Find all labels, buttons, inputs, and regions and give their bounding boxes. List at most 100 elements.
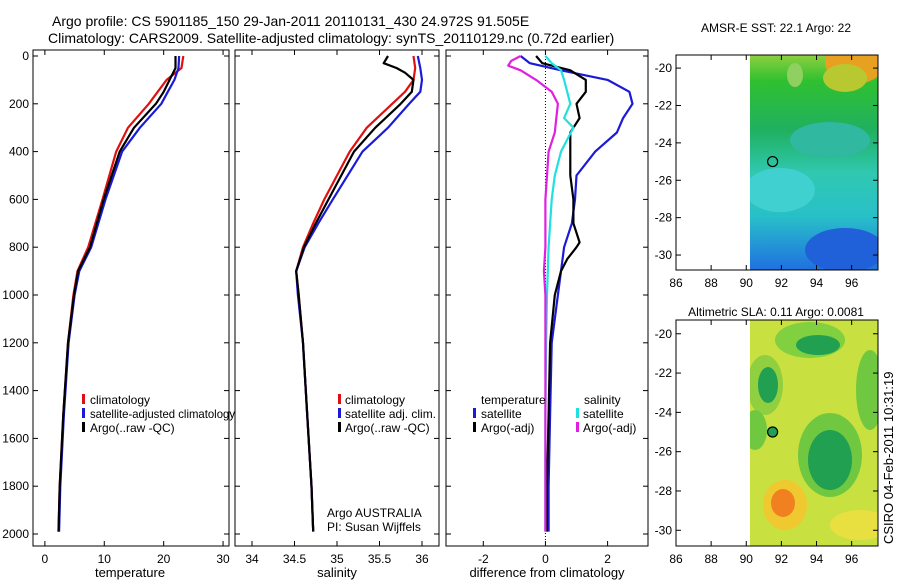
sla-xticks: 86 88 90 92 94 96	[669, 320, 859, 566]
difference-xlabel: difference from climatology	[469, 565, 625, 580]
difference-axes-box	[445, 49, 649, 547]
argo-float-marker	[767, 155, 779, 168]
map-ytick-label: -30	[655, 248, 673, 262]
map-xtick-label: 90	[740, 276, 754, 290]
legend-label-temp-satellite: satellite	[481, 407, 522, 421]
xtick-label: -2	[478, 552, 489, 566]
legend-swatch-argo	[82, 422, 85, 432]
map-ytick-label: -24	[655, 405, 673, 419]
difference-yticks	[446, 55, 648, 535]
xtick-label: 35	[330, 552, 344, 566]
legend-label-climatology: climatology	[345, 393, 405, 407]
legend-swatch-argo	[338, 422, 341, 432]
xtick-label: 36	[415, 552, 429, 566]
series-line-salinity-argo-adj-	[507, 55, 560, 532]
salinity-xlabel: salinity	[317, 565, 357, 580]
xtick-label: 0	[542, 552, 549, 566]
salinity-axes-box	[234, 49, 440, 547]
legend-swatch-climatology	[82, 394, 85, 404]
xtick-label: 20	[157, 552, 171, 566]
map-ytick-label: -20	[655, 61, 673, 75]
sst-yticks: -20 -22 -24 -26 -28 -30	[655, 61, 878, 262]
header-line1: Argo profile: CS 5901185_150 29-Jan-2011…	[52, 13, 529, 29]
salinity-yticks	[235, 55, 439, 535]
annotation-pi: PI: Susan Wijffels	[327, 520, 421, 534]
legend-label-sal-satellite: satellite	[583, 407, 624, 421]
series-line-argo-raw-qc-	[57, 56, 177, 532]
sst-heatmap	[750, 55, 878, 270]
map-ytick-label: -22	[655, 98, 673, 112]
ytick-label: 1200	[2, 336, 29, 350]
difference-panel: -2 0 2 difference from climatology tempera…	[445, 49, 649, 580]
sst-cool-patch	[750, 168, 815, 212]
sst-cold-patch	[805, 228, 878, 270]
xtick-label: 0	[42, 552, 49, 566]
ytick-label: 1800	[2, 479, 29, 493]
legend-swatch-sal-argo	[576, 422, 579, 432]
xtick-label: 34.5	[283, 552, 307, 566]
legend-label-satellite-adjusted: satellite-adjusted climatology	[90, 407, 235, 421]
legend-swatch-climatology	[338, 394, 341, 404]
difference-legend: temperature salinity satellite Argo(-adj…	[473, 393, 636, 435]
legend-swatch-temp-argo	[473, 422, 476, 432]
legend-label-argo: Argo(..raw -QC)	[90, 421, 175, 435]
sla-heatmap	[750, 320, 878, 546]
legend-label-argo: Argo(..raw -QC)	[345, 421, 430, 435]
ytick-label: 200	[9, 97, 29, 111]
ytick-label: 2000	[2, 527, 29, 541]
xtick-label: 30	[216, 552, 230, 566]
map-ytick-label: -28	[655, 484, 673, 498]
map-ytick-label: -22	[655, 366, 673, 380]
map-xtick-label: 96	[845, 276, 859, 290]
map-xtick-label: 96	[845, 552, 859, 566]
ytick-label: 1600	[2, 431, 29, 445]
sla-low-patch	[856, 350, 878, 430]
credit-stamp: CSIRO 04-Feb-2011 10:31:19	[881, 372, 896, 544]
map-xtick-label: 86	[669, 552, 683, 566]
map-xtick-label: 94	[810, 552, 824, 566]
sla-low-patch	[808, 430, 852, 490]
sst-map-panel: AMSR-E SST: 22.1 Argo: 22 86 88 90 92 94 96 -…	[655, 21, 879, 290]
temperature-yticks: 0 200 400 600 800 1000 1200 1400 1600 1800 2000	[2, 49, 229, 541]
map-ytick-label: -30	[655, 523, 673, 537]
difference-series	[507, 55, 634, 532]
series-line-climatology	[57, 55, 185, 532]
map-ytick-label: -20	[655, 327, 673, 341]
map-ytick-label: -28	[655, 211, 673, 225]
sst-cool-patch	[790, 122, 870, 158]
salinity-legend: climatology satellite adj. clim. Argo(..…	[338, 393, 436, 435]
annotation-argo-australia: Argo AUSTRALIA	[327, 506, 422, 520]
series-line-argo-raw-qc-	[295, 55, 415, 532]
series-line-satellite-adj-clim-	[295, 55, 424, 532]
xtick-label: 35.5	[368, 552, 392, 566]
header-line2: Climatology: CARS2009. Satellite-adjuste…	[48, 30, 614, 46]
difference-xticks: -2 0 2	[478, 50, 611, 566]
legend-swatch-sal-satellite	[576, 408, 579, 418]
ytick-label: 400	[9, 145, 29, 159]
sla-low-patch	[758, 367, 778, 403]
ytick-label: 800	[9, 240, 29, 254]
map-xtick-label: 90	[740, 552, 754, 566]
map-ytick-label: -26	[655, 445, 673, 459]
series-line-climatology	[295, 55, 417, 532]
temperature-axes-box	[32, 49, 230, 547]
temperature-series	[57, 55, 185, 532]
sla-yticks: -20 -22 -24 -26 -28 -30	[655, 327, 878, 537]
legend-label-climatology: climatology	[90, 393, 150, 407]
legend-label-temp-argo: Argo(-adj)	[481, 421, 534, 435]
sla-map-title: Altimetric SLA: 0.11 Argo: 0.0081	[688, 305, 864, 319]
sst-axes-box	[675, 54, 879, 271]
xtick-label: 34	[245, 552, 259, 566]
ytick-label: 0	[22, 49, 29, 63]
legend-label-sal-argo: Argo(-adj)	[583, 421, 636, 435]
sla-low-patch	[796, 335, 840, 355]
ytick-label: 600	[9, 192, 29, 206]
salinity-panel: 34 34.5 35 35.5 36 salinity climatology sate…	[234, 49, 440, 580]
temperature-panel: 0 200 400 600 800 1000 1200 1400 1600 1800 2000 0 1…	[2, 49, 235, 580]
map-xtick-label: 94	[810, 276, 824, 290]
legend-header-temperature: temperature	[481, 393, 546, 407]
sla-low-patch	[750, 410, 767, 450]
ytick-label: 1000	[2, 288, 29, 302]
series-line-satellite-adjusted-climatology	[58, 55, 181, 532]
series-line-temperature-argo-adj-	[535, 55, 587, 532]
